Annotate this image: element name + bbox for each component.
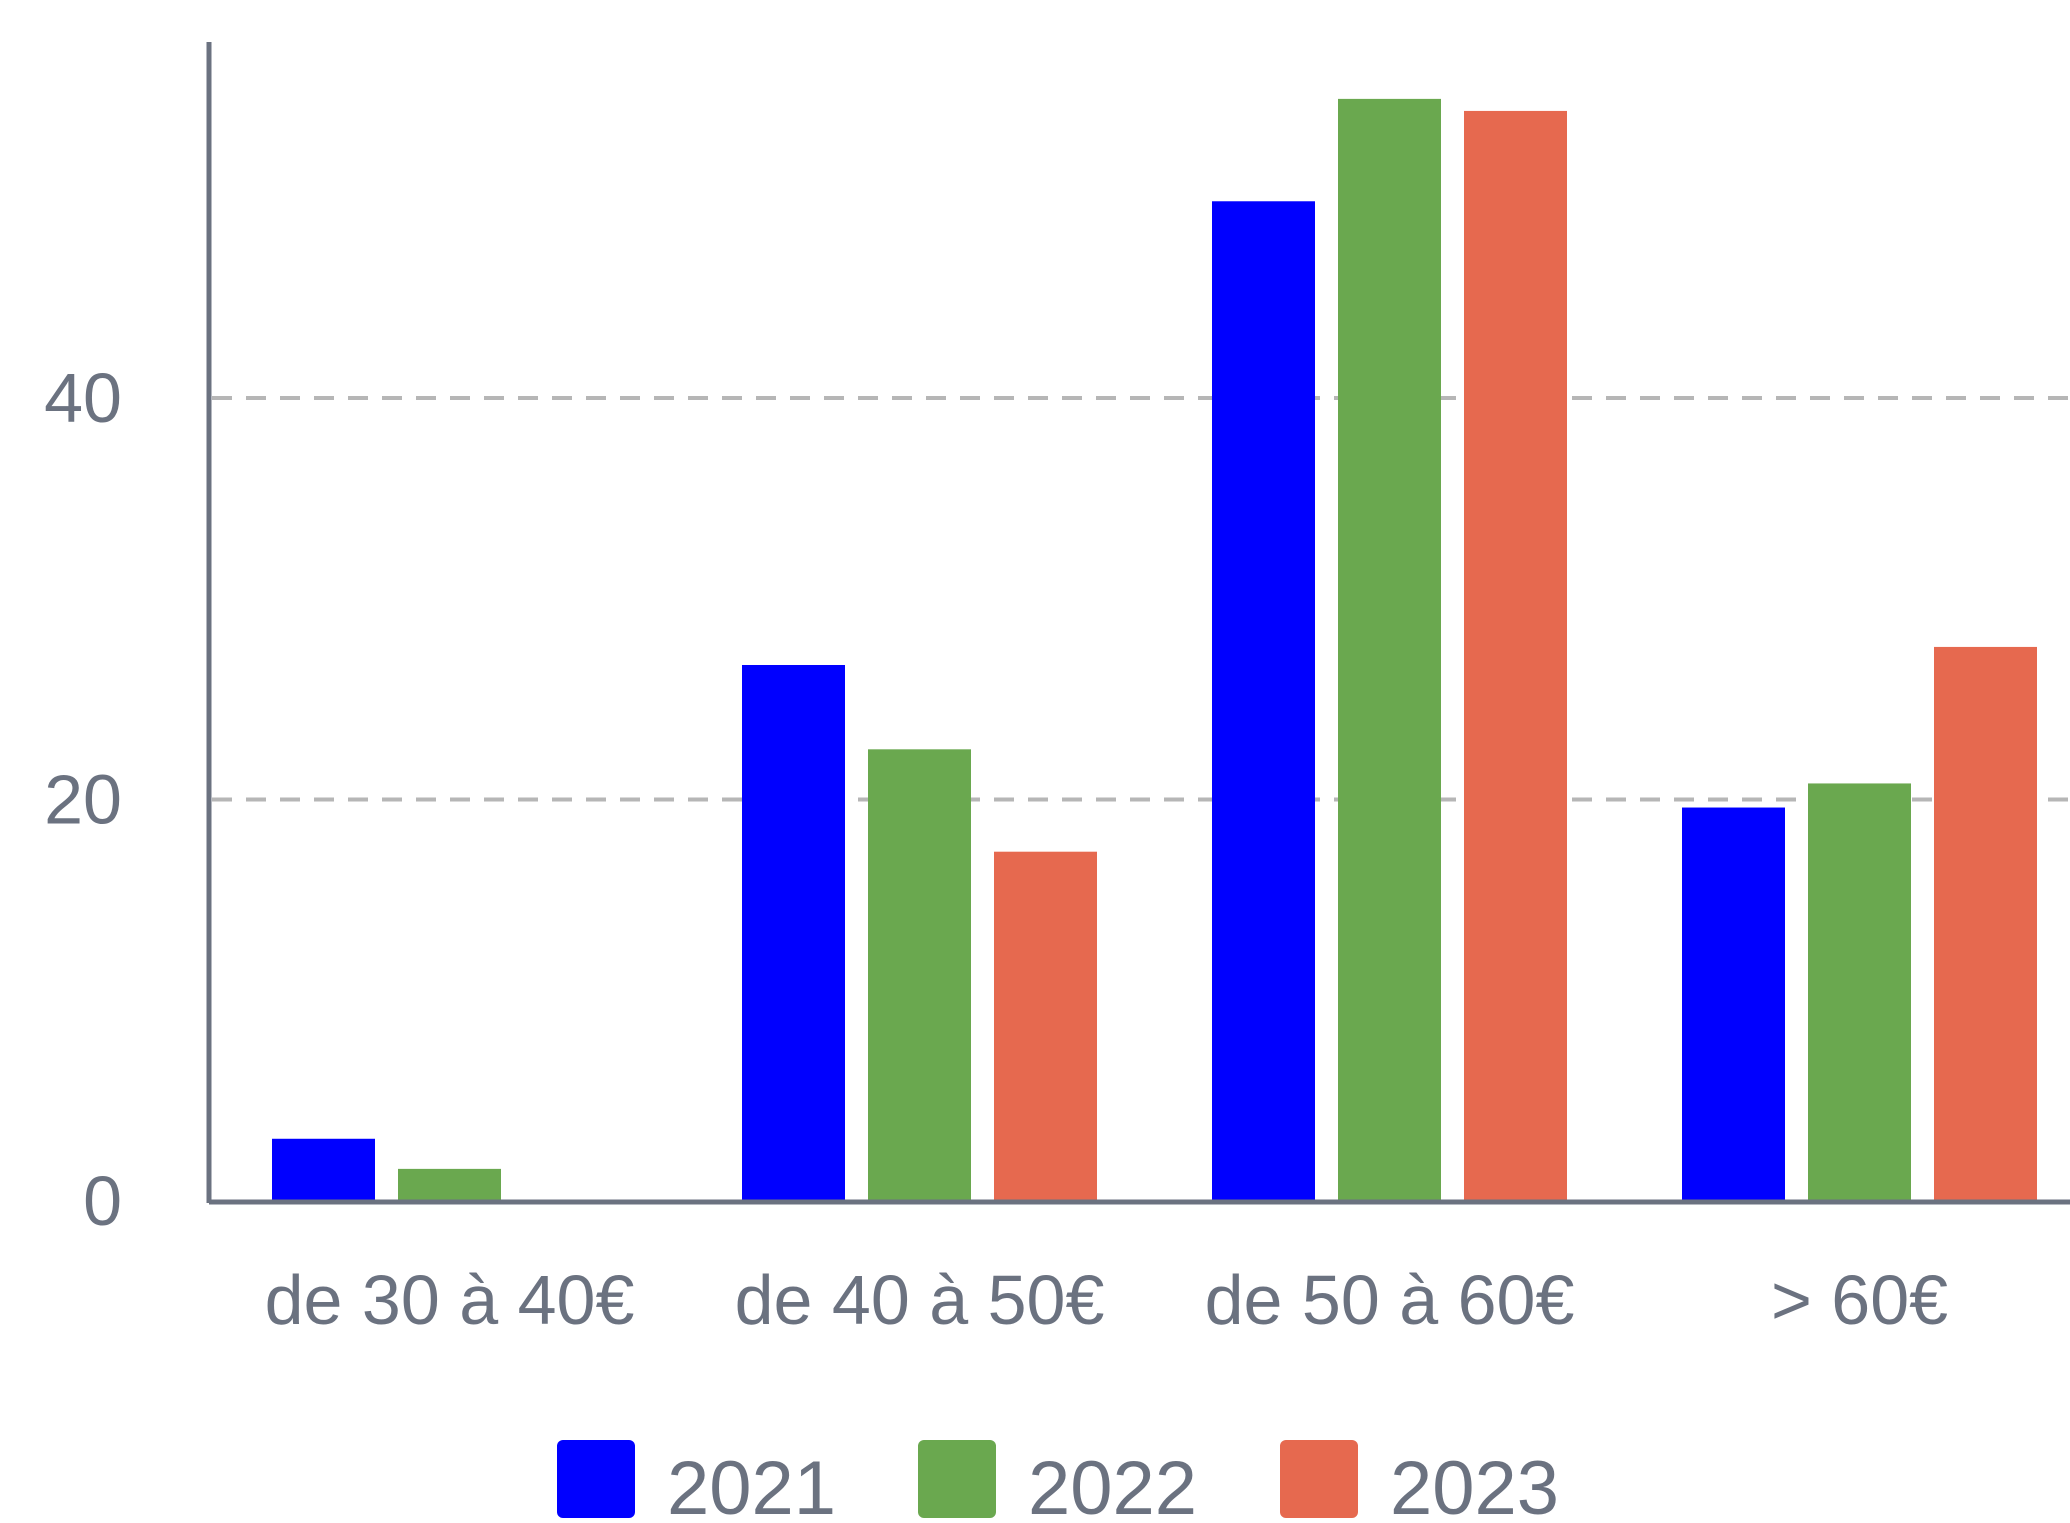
bar-2021-3	[1212, 201, 1315, 1201]
x-tick-label: de 40 à 50€	[735, 1261, 1105, 1339]
bars	[272, 98, 2037, 1202]
legend-label-2021: 2021	[667, 1446, 836, 1518]
bar-2022-3	[1338, 98, 1441, 1202]
bar-2023-3	[1464, 110, 1567, 1202]
y-tick-label: 40	[44, 359, 122, 437]
bar-2023-4	[1934, 646, 2037, 1201]
axes	[206, 42, 2070, 1205]
bar-2022-1	[398, 1168, 501, 1201]
legend-swatch-2023	[1280, 1440, 1358, 1518]
legend-swatch-2022	[918, 1440, 996, 1518]
bar-2021-4	[1682, 807, 1785, 1201]
y-tick-labels: 0 20 40	[44, 359, 122, 1240]
bar-2022-4	[1808, 783, 1911, 1201]
x-tick-labels: de 30 à 40€ de 40 à 50€ de 50 à 60€ > 60€	[265, 1261, 1948, 1339]
legend-swatch-2021	[557, 1440, 635, 1518]
x-tick-label: > 60€	[1771, 1261, 1948, 1339]
legend: 2021 2022 2023	[557, 1440, 1559, 1523]
x-tick-label: de 50 à 60€	[1205, 1261, 1575, 1339]
x-tick-label: de 30 à 40€	[265, 1261, 635, 1339]
bar-2021-2	[742, 664, 845, 1201]
legend-label-2022: 2022	[1028, 1446, 1197, 1518]
legend-label-2023: 2023	[1390, 1446, 1559, 1518]
y-tick-label: 20	[44, 761, 122, 839]
bar-2021-1	[272, 1138, 375, 1201]
bar-2022-2	[868, 749, 971, 1201]
y-tick-label: 0	[83, 1162, 122, 1240]
gridlines	[212, 396, 2070, 802]
bar-2023-2	[994, 851, 1097, 1201]
